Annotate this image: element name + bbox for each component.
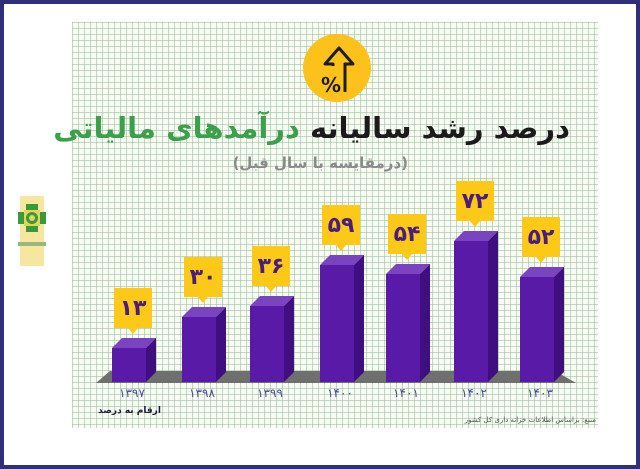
bar (386, 264, 430, 382)
source-note: منبع: براساس اطلاعات خزانه داری کل کشور (464, 416, 596, 424)
year-label: ۱۴۰۰ (327, 386, 353, 400)
value-label: ۳۰ (184, 257, 222, 303)
value-label: ۵۹ (322, 205, 360, 251)
value-label: ۵۴ (388, 214, 426, 260)
year-label: ۱۴۰۲ (461, 386, 487, 400)
year-label: ۱۳۹۷ (119, 386, 145, 400)
bar (520, 267, 564, 382)
year-label: ۱۴۰۳ (527, 386, 553, 400)
chart-subtitle: (درمقایسه با سال قبل) (232, 154, 408, 172)
tax-organization-logo-icon (18, 196, 46, 266)
value-label: ۵۲ (522, 217, 560, 263)
bar (250, 296, 294, 382)
title-green-part: درآمدهای مالیاتی (53, 111, 300, 145)
bar (320, 255, 364, 382)
year-label: ۱۳۹۹ (257, 386, 283, 400)
unit-note: ارقام به درصد (98, 406, 161, 416)
bar (182, 307, 226, 382)
title-dark-part: درصد رشد سالیانه (299, 111, 570, 145)
value-label: ۷۲ (456, 181, 494, 227)
bar (454, 231, 498, 382)
growth-badge: % (303, 34, 371, 102)
year-label: ۱۳۹۸ (189, 386, 215, 400)
bar (112, 338, 156, 382)
year-label: ۱۴۰۱ (393, 386, 419, 400)
chart-title: درصد رشد سالیانه درآمدهای مالیاتی (53, 110, 570, 146)
value-label: ۱۳ (114, 288, 152, 334)
percent-up-arrow-icon: % (321, 46, 355, 97)
svg-text:%: % (321, 73, 341, 97)
value-label: ۳۶ (252, 246, 290, 292)
